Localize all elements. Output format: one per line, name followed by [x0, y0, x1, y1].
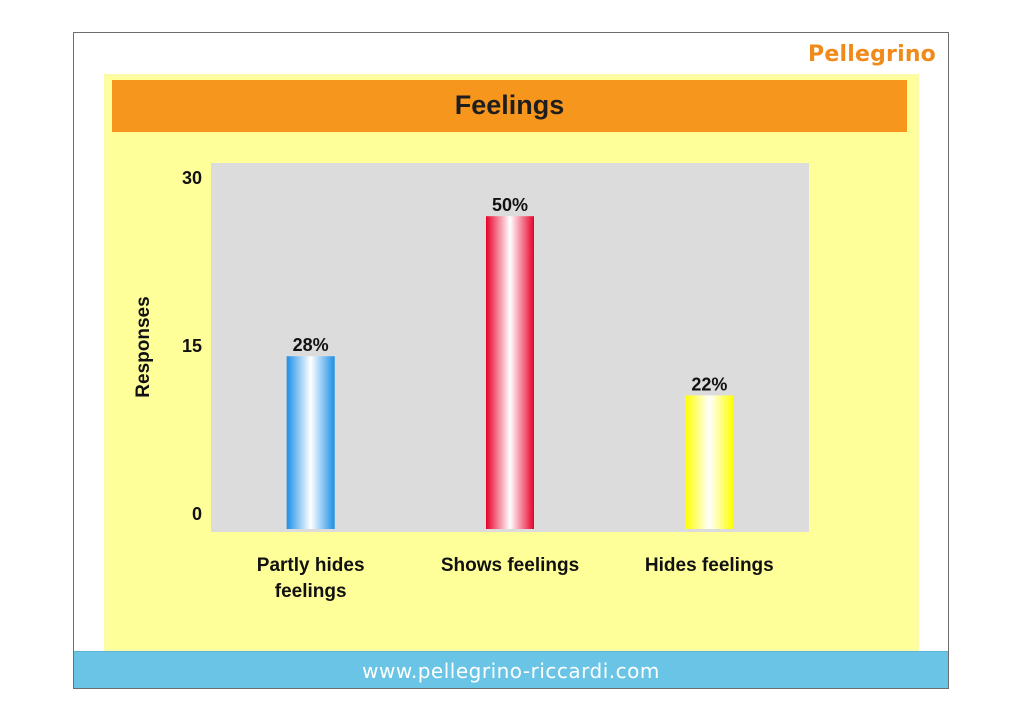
chart-panel: Feelings Responses 0 15 30 28% 50% 22% Partl…: [104, 74, 919, 652]
bar-data-label: 28%: [293, 335, 329, 355]
y-tick-label: 0: [192, 504, 202, 524]
chart-title: Feelings: [454, 90, 565, 120]
bar-1: [286, 356, 335, 529]
x-category-label-line2: feelings: [275, 581, 347, 602]
x-category-label: Hides feelings: [645, 555, 774, 576]
bar-data-label: 50%: [492, 195, 528, 215]
x-category-label: Shows feelings: [441, 555, 579, 576]
slide: Pellegrino Feelings Responses 0 15 30 28% 5…: [73, 32, 949, 689]
y-axis-label: Responses: [133, 296, 154, 397]
footer-bar: www.pellegrino-riccardi.com: [74, 651, 948, 688]
footer-url[interactable]: www.pellegrino-riccardi.com: [362, 659, 660, 683]
bar-3: [685, 395, 734, 529]
x-category-label: Partly hides: [257, 555, 365, 576]
bar-2: [486, 216, 534, 529]
bar-chart: Responses 0 15 30 28% 50% 22% Partly hides fe…: [133, 163, 809, 602]
title-bar: Feelings: [112, 80, 907, 132]
bar-data-label: 22%: [691, 374, 727, 394]
brand-logo: Pellegrino: [808, 42, 936, 67]
y-tick-label: 30: [182, 168, 202, 188]
y-tick-label: 15: [182, 336, 202, 356]
